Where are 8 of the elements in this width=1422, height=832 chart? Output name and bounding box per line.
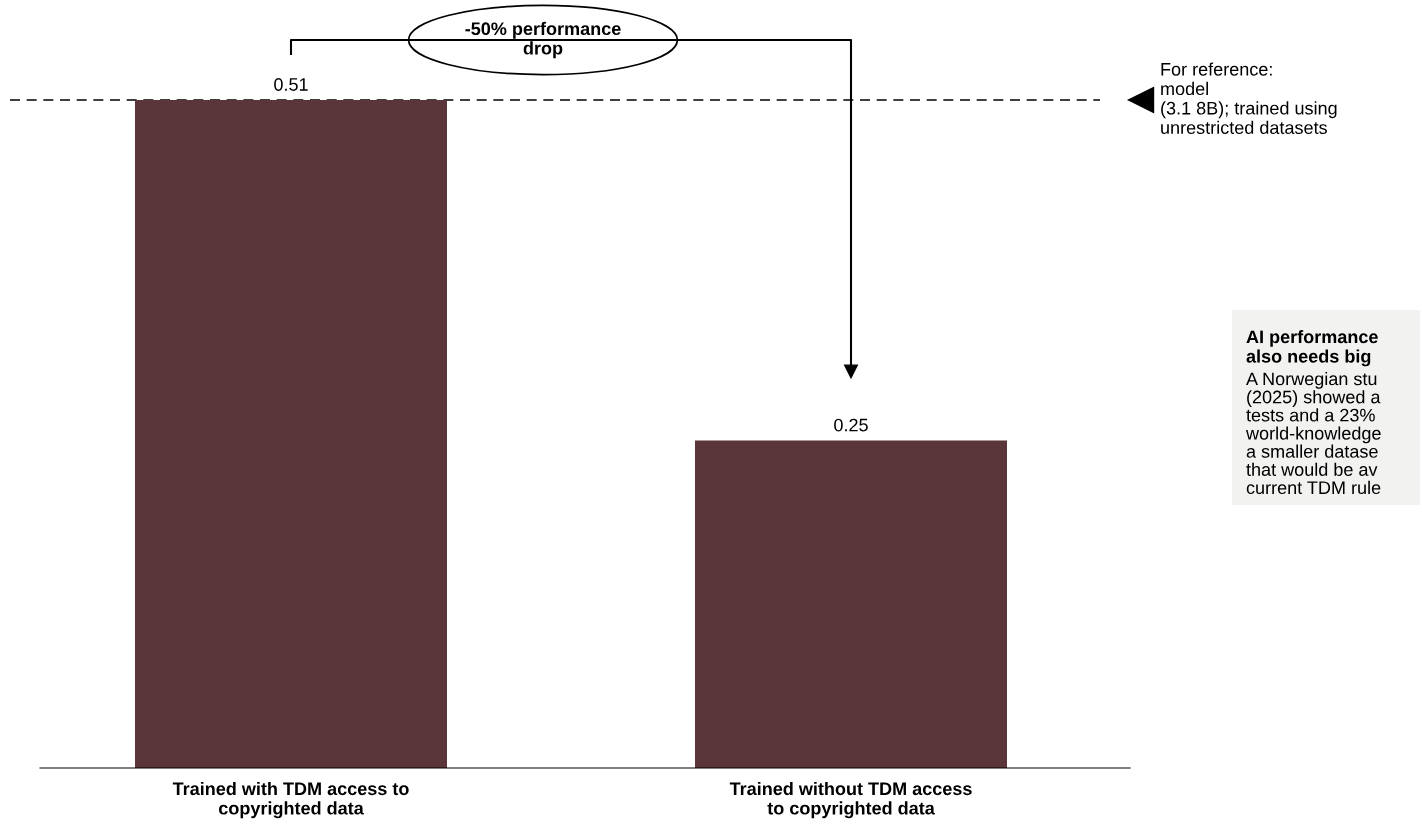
data-label: 0.51	[274, 78, 308, 91]
text: -50% performance drop	[465, 21, 621, 59]
text: A Norwegian stu (2025) showed a tests and a 23% world-knowledge a smaller datase that would be av current TDM rule	[1245, 372, 1381, 495]
ref-line-label: For reference: model (3.1 8B); trained using unrestricted datasets	[1161, 62, 1337, 135]
x-tick-label: Trained without TDM access to copyrighted data	[729, 781, 972, 819]
data-label: 0.25	[834, 418, 868, 432]
x-tick-label: Trained with TDM access to copyrighted data	[172, 781, 409, 819]
text: AI performance also needs big	[1246, 330, 1378, 367]
